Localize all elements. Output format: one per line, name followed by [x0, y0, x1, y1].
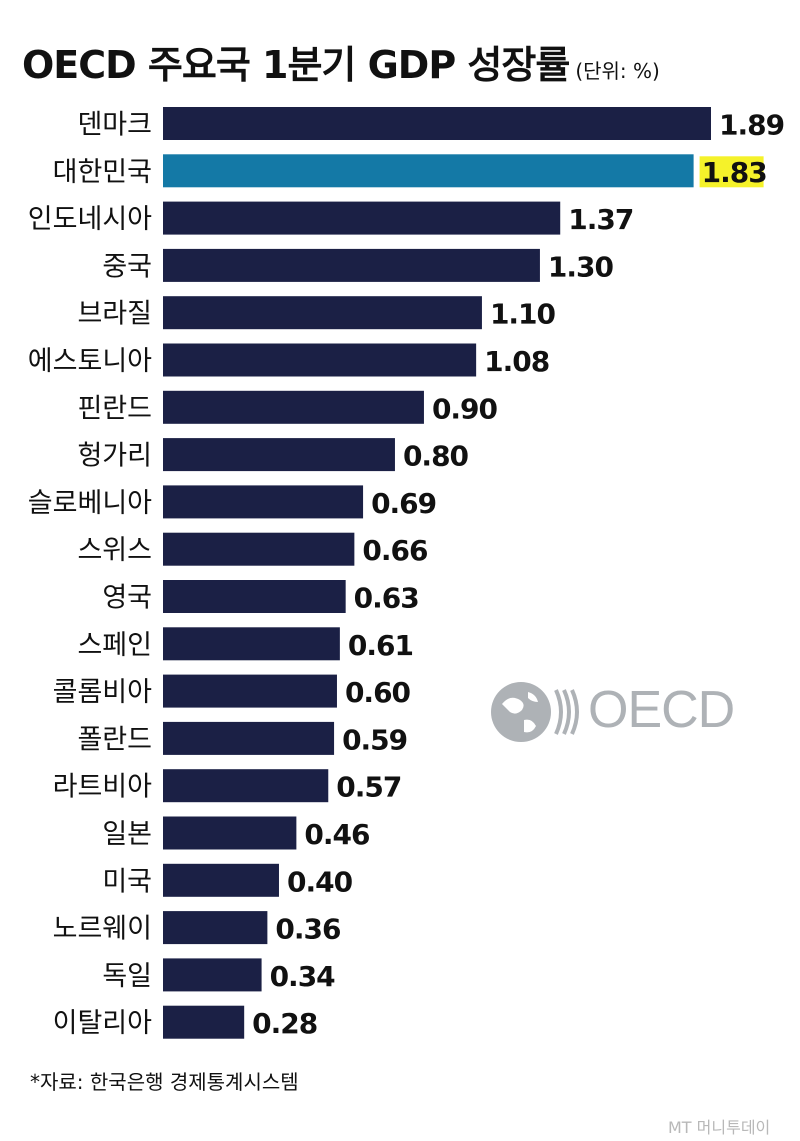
bar [163, 1005, 245, 1039]
category-label: 슬로베니아 [28, 488, 152, 519]
category-label: 스위스 [77, 535, 152, 566]
category-label: 스페인 [77, 630, 152, 661]
bar [163, 863, 279, 897]
value-label: 0.61 [348, 629, 413, 662]
category-label: 노르웨이 [53, 914, 152, 945]
value-label: 0.80 [403, 440, 469, 473]
category-label: 인도네시아 [28, 204, 152, 235]
globe-icon [491, 682, 579, 742]
source-note: *자료: 한국은행 경제통계시스템 [30, 1070, 299, 1094]
bar-highlight [163, 154, 694, 188]
value-label: 0.28 [252, 1007, 317, 1040]
value-label: 0.63 [354, 582, 419, 615]
bar [163, 532, 355, 566]
value-label: 1.37 [568, 203, 633, 236]
value-label: 1.08 [484, 345, 549, 378]
category-label: 중국 [102, 251, 152, 282]
oecd-logo: OECD [488, 676, 768, 746]
value-label: 0.40 [287, 865, 353, 898]
value-label: 0.66 [362, 534, 427, 567]
value-label: 0.60 [345, 676, 411, 709]
value-label: 1.30 [548, 250, 614, 283]
value-label: 0.34 [270, 960, 336, 993]
title-main: OECD 주요국 1분기 GDP 성장률 [22, 43, 570, 87]
category-label: 덴마크 [77, 110, 152, 141]
bar [163, 438, 395, 472]
category-label: 독일 [102, 961, 152, 992]
value-label-highlight-bg [699, 156, 764, 188]
category-label: 에스토니아 [28, 346, 152, 377]
chart-title: OECD 주요국 1분기 GDP 성장률 (단위: %) [22, 34, 660, 89]
bar [163, 580, 346, 613]
category-label: 미국 [102, 866, 152, 897]
category-label: 이탈리아 [53, 1008, 153, 1039]
category-label: 브라질 [77, 299, 152, 330]
value-label: 0.46 [304, 818, 369, 851]
bar-chart: 덴마크 1.89 대한민국 1.83 인도네시아 1.37 중국 1.30 브라질 1.10 에스토… [28, 107, 785, 1040]
bar [163, 248, 540, 282]
bar [163, 485, 364, 519]
value-label: 0.57 [336, 771, 401, 804]
bar [163, 627, 340, 661]
bar [163, 107, 711, 140]
bar [163, 201, 561, 235]
value-label: 0.90 [432, 392, 498, 425]
oecd-logo-text: OECD [588, 681, 735, 739]
bar [163, 674, 337, 708]
bar [163, 721, 335, 755]
category-label: 폴란드 [77, 724, 152, 755]
value-label: 1.83 [702, 156, 767, 189]
watermark: MT 머니투데이 [668, 1118, 771, 1137]
category-label: 대한민국 [53, 157, 152, 188]
title-unit: (단위: %) [575, 59, 660, 83]
category-label: 영국 [102, 583, 152, 614]
value-label: 1.10 [490, 298, 556, 331]
value-label: 0.69 [371, 487, 436, 520]
bar [163, 816, 297, 850]
bar [163, 769, 329, 803]
bar [163, 390, 424, 424]
category-label: 헝가리 [77, 441, 152, 472]
bar [163, 911, 268, 945]
bar [163, 958, 262, 992]
category-label: 라트비아 [53, 772, 153, 803]
category-label: 콜롬비아 [53, 677, 153, 708]
category-label: 핀란드 [77, 393, 152, 424]
category-label: 일본 [102, 819, 152, 850]
bar [163, 343, 477, 377]
value-label: 0.59 [342, 723, 407, 756]
value-label: 0.36 [275, 913, 340, 946]
value-label: 1.89 [719, 109, 784, 142]
bar [163, 296, 482, 330]
